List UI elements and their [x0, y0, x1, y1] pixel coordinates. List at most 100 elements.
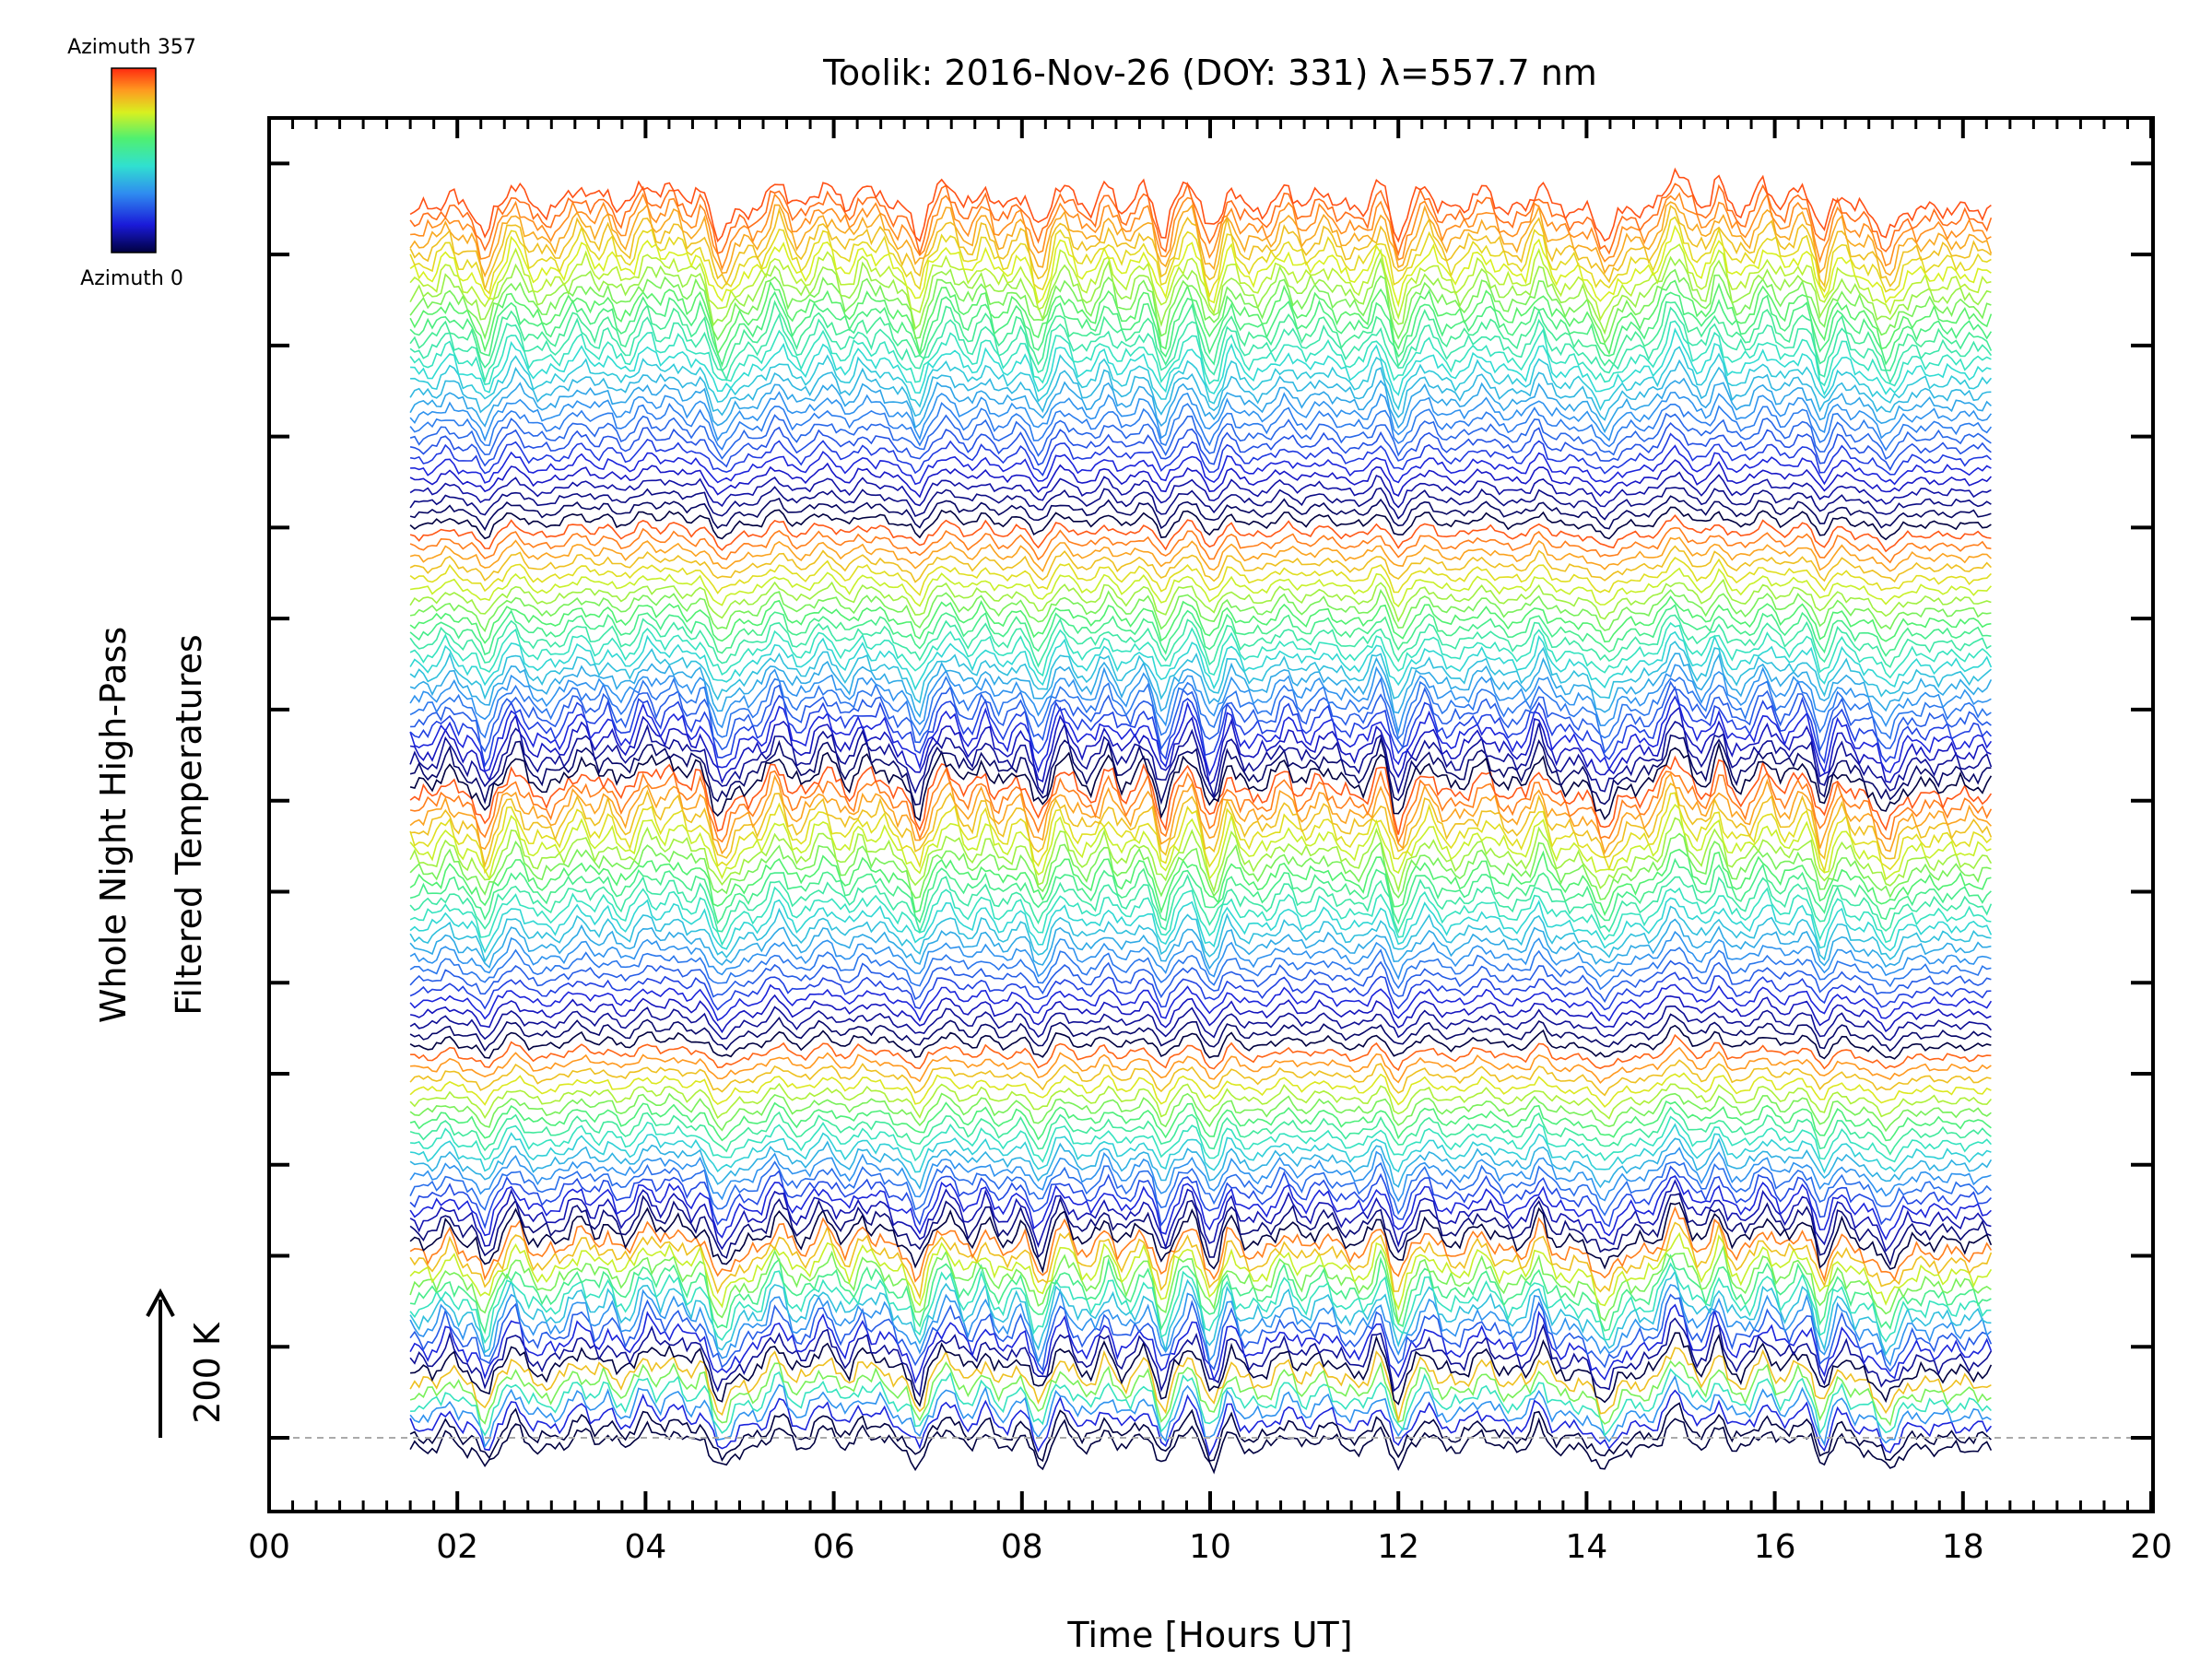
- trace-line: [409, 1417, 1993, 1475]
- trace-line: [409, 792, 1992, 875]
- trace-line: [409, 874, 1993, 935]
- x-tick-label: 02: [436, 1528, 478, 1566]
- y-axis-label: Whole Night High-Pass Filtered Temperatu…: [93, 627, 209, 1023]
- trace-line: [409, 1374, 1992, 1449]
- y-axis-label-line2: Filtered Temperatures: [169, 634, 209, 1015]
- trace-line: [409, 1006, 1993, 1041]
- trace-line: [409, 486, 1992, 521]
- trace-line: [409, 971, 1992, 1011]
- trace-line: [409, 741, 1993, 822]
- trace-line: [410, 327, 1992, 396]
- x-tick-label: 00: [248, 1528, 290, 1566]
- trace-line: [410, 192, 1992, 271]
- trace-line: [409, 1106, 1992, 1156]
- trace-line: [409, 588, 1992, 633]
- trace-line: [409, 772, 1992, 855]
- trace-line: [409, 641, 1992, 704]
- trace-line: [409, 391, 1993, 442]
- trace-line: [409, 1193, 1992, 1267]
- trace-line: [409, 604, 1992, 657]
- trace-line: [409, 1179, 1992, 1253]
- scale-bar-label: 200 K: [187, 1322, 228, 1424]
- x-tick-label: 14: [1565, 1528, 1607, 1566]
- trace-line: [409, 557, 1992, 597]
- trace-line: [409, 300, 1993, 372]
- trace-line: [409, 471, 1992, 509]
- trace-line: [409, 594, 1992, 644]
- x-tick-label: 08: [1001, 1528, 1043, 1566]
- trace-line: [409, 224, 1992, 308]
- trace-line: [409, 1262, 1992, 1345]
- trace-line: [409, 930, 1992, 981]
- trace-line: [409, 1389, 1993, 1457]
- trace-line: [409, 205, 1992, 290]
- trace-line: [409, 412, 1992, 460]
- x-tick-label: 16: [1754, 1528, 1796, 1566]
- trace-line: [409, 1100, 1992, 1142]
- trace-line: [409, 803, 1992, 881]
- trace-line: [409, 320, 1992, 387]
- trace-line: [409, 243, 1992, 322]
- trace-line: [409, 706, 1992, 786]
- trace-line: [409, 1284, 1992, 1367]
- trace-line: [409, 578, 1992, 623]
- trace-line: [409, 686, 1992, 768]
- trace-line: [409, 897, 1993, 954]
- trace-line: [409, 1253, 1992, 1335]
- trace-line: [409, 536, 1992, 573]
- trace-line: [409, 290, 1993, 368]
- trace-line: [409, 1317, 1993, 1398]
- scale-bar: 200 K: [146, 1288, 228, 1438]
- trace-stack: [409, 167, 1993, 1475]
- trace-line: [409, 676, 1992, 740]
- trace-line: [409, 755, 1993, 835]
- trace-line: [410, 1332, 1993, 1407]
- trace-line: [409, 432, 1992, 477]
- trace-line: [409, 526, 1992, 564]
- trace-line: [409, 905, 1992, 963]
- trace-line: [409, 1359, 1992, 1427]
- trace-line: [410, 1368, 1992, 1437]
- trace-line: [410, 782, 1993, 869]
- trace-line: [409, 1059, 1992, 1097]
- trace-line: [409, 567, 1992, 608]
- trace-line: [409, 167, 1992, 243]
- trace-line: [409, 268, 1992, 345]
- trace-line: [409, 1013, 1992, 1053]
- colorbar-top-label: Azimuth 357: [67, 36, 196, 59]
- trace-line: [410, 444, 1992, 486]
- trace-line: [409, 545, 1992, 583]
- y-axis-label-line1: Whole Night High-Pass: [93, 627, 134, 1023]
- trace-line: [409, 983, 1993, 1022]
- trace-line: [409, 720, 1993, 800]
- trace-line: [409, 1160, 1992, 1217]
- trace-line: [410, 1115, 1992, 1163]
- trace-line: [409, 959, 1992, 1004]
- y-axis-ticks: [269, 161, 2151, 1440]
- trace-line: [409, 1201, 1993, 1274]
- trace-line: [410, 346, 1993, 411]
- trace-line: [409, 506, 1992, 541]
- trace-line: [409, 401, 1993, 452]
- trace-line: [409, 1147, 1992, 1203]
- trace-line: [409, 918, 1992, 971]
- trace-line: [409, 1231, 1993, 1312]
- x-tick-label: 18: [1942, 1528, 1984, 1566]
- x-tick-label: 06: [813, 1528, 855, 1566]
- colorbar: Azimuth 357 Azimuth 0: [67, 36, 196, 290]
- scale-bar-arrow-head: [146, 1288, 175, 1317]
- trace-line: [409, 1082, 1993, 1120]
- trace-line: [409, 817, 1993, 894]
- trace-line: [409, 1402, 1992, 1463]
- trace-line: [409, 1024, 1992, 1060]
- trace-line: [410, 1033, 1992, 1072]
- trace-line: [409, 1072, 1992, 1108]
- trace-line: [409, 1137, 1993, 1191]
- trace-line: [409, 495, 1992, 532]
- trace-line: [409, 513, 1992, 553]
- colorbar-gradient: [111, 67, 157, 253]
- trace-line: [409, 306, 1993, 384]
- trace-line: [409, 1092, 1992, 1133]
- trace-line: [409, 377, 1992, 434]
